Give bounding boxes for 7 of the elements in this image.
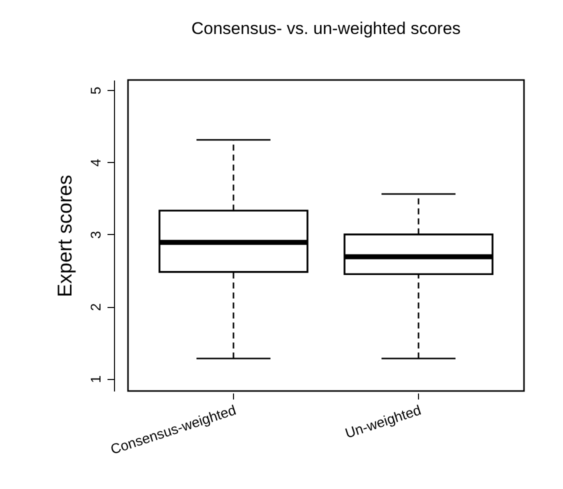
- y-tick-label: 1: [88, 375, 104, 384]
- y-tick-label: 5: [88, 86, 104, 94]
- y-axis-title: Expert scores: [54, 174, 76, 298]
- y-tick-label: 4: [88, 158, 104, 167]
- y-tick-label: 3: [88, 230, 104, 239]
- chart-title: Consensus- vs. un-weighted scores: [191, 19, 461, 38]
- y-tick-label: 2: [88, 302, 104, 311]
